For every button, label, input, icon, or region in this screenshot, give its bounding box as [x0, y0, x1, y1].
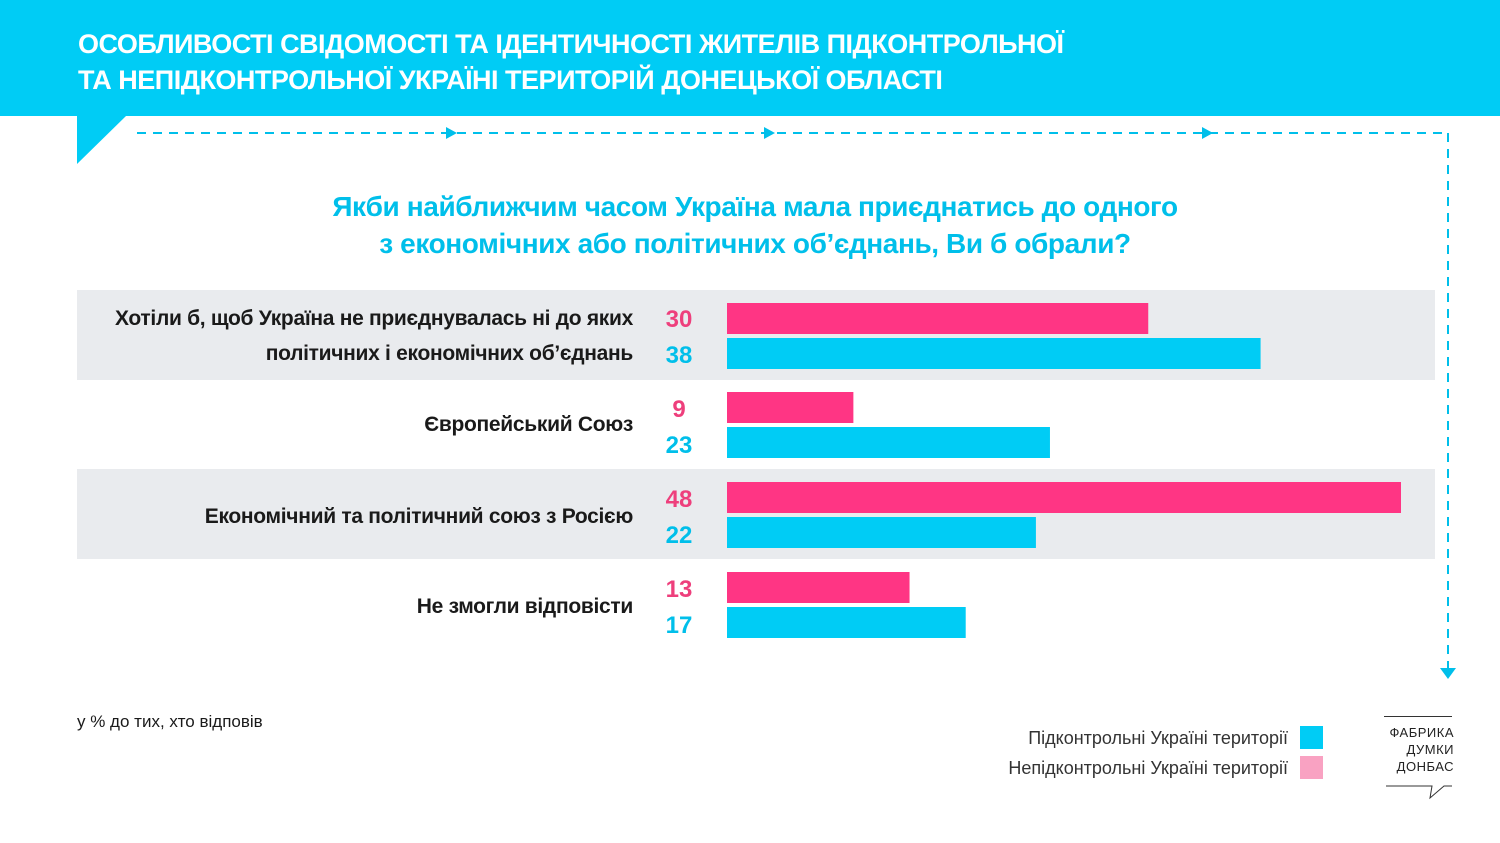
legend-label-controlled: Підконтрольні Україні території: [1028, 728, 1288, 748]
data-label-cyan: 38: [665, 342, 693, 369]
bar-uncontrolled: [727, 392, 854, 423]
header-tab-decoration: [77, 116, 126, 164]
data-label-cyan: 17: [665, 612, 693, 639]
logo-text-line: ДОНБАС: [1396, 759, 1454, 774]
bar-uncontrolled: [727, 303, 1149, 334]
chart-question-line-2: з економічних або політичних об’єднань, …: [379, 228, 1131, 259]
category-label: Економічний та політичний союз з Росією: [80, 471, 634, 561]
category-label: Не змогли відповісти: [80, 561, 634, 651]
logo-text-line: ДУМКИ: [1406, 742, 1454, 757]
chart-question-line-1: Якби найближчим часом Україна мала приєд…: [332, 191, 1178, 222]
legend-label-uncontrolled: Непідконтрольні Україні території: [1008, 758, 1288, 778]
logo-bottom-bracket: [1386, 785, 1452, 800]
arrow-right-icon: [764, 127, 775, 139]
logo-top-line: [1384, 716, 1452, 717]
data-label-pink: 30: [665, 306, 693, 333]
category-label-line: Економічний та політичний союз з Росією: [204, 504, 634, 528]
arrow-right-icon: [1202, 127, 1213, 139]
chart-question: Якби найближчим часом Україна мала приєд…: [300, 188, 1210, 262]
data-label-cyan: 23: [665, 432, 693, 459]
arrow-right-icon: [446, 127, 457, 139]
bar-uncontrolled: [727, 482, 1401, 513]
logo-text-line: ФАБРИКА: [1389, 725, 1454, 740]
page-title-line-2: ТА НЕПІДКОНТРОЛЬНОЇ УКРАЇНІ ТЕРИТОРІЙ ДО…: [78, 65, 943, 95]
bar-controlled: [727, 427, 1050, 458]
category-label-line: Не змогли відповісти: [416, 594, 634, 618]
bar-uncontrolled: [727, 572, 910, 603]
logo-text: ФАБРИКА ДУМКИ ДОНБАС: [1384, 724, 1454, 775]
data-label-cyan: 22: [665, 522, 693, 549]
category-label-line: Європейський Союз: [424, 412, 633, 436]
header-bar: ОСОБЛИВОСТІ СВІДОМОСТІ ТА ІДЕНТИЧНОСТІ Ж…: [0, 0, 1500, 116]
arrow-down-icon: [1440, 668, 1456, 679]
data-label-pink: 13: [665, 576, 693, 603]
bar-controlled: [727, 338, 1261, 369]
footnote: у % до тих, хто відповів: [77, 712, 263, 731]
bar-controlled: [727, 607, 966, 638]
category-label-line: Хотіли б, щоб Україна не приєднувалась н…: [114, 307, 633, 330]
data-label-pink: 9: [672, 396, 686, 423]
legend-swatch-controlled: [1300, 726, 1323, 749]
category-label: Європейський Союз: [80, 379, 633, 469]
page-title: ОСОБЛИВОСТІ СВІДОМОСТІ ТА ІДЕНТИЧНОСТІ Ж…: [78, 26, 1378, 98]
bar-controlled: [727, 517, 1036, 548]
legend-swatch-uncontrolled: [1300, 756, 1323, 779]
category-label-line: політичних і економічних об’єднань: [265, 342, 634, 365]
data-label-pink: 48: [665, 486, 693, 513]
category-label: Хотіли б, щоб Україна не приєднувалась н…: [80, 291, 633, 381]
page-title-line-1: ОСОБЛИВОСТІ СВІДОМОСТІ ТА ІДЕНТИЧНОСТІ Ж…: [78, 29, 1064, 59]
